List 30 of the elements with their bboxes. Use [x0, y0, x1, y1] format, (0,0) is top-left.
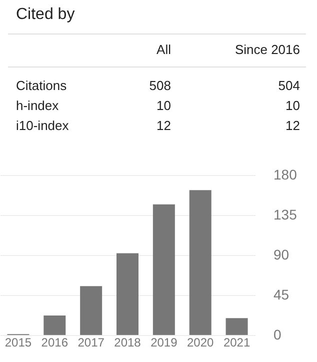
x-tick-label: 2017 — [78, 336, 105, 350]
x-tick-label: 2019 — [150, 336, 178, 350]
bar — [189, 190, 212, 335]
y-tick-label: 180 — [274, 166, 298, 182]
text: h-index — [16, 98, 60, 113]
y-tick-label: 0 — [274, 326, 282, 342]
x-tick-label: 2016 — [41, 336, 68, 350]
text: 508 — [149, 78, 171, 93]
bar — [80, 286, 102, 335]
bar — [44, 315, 66, 335]
text: 10 — [286, 98, 300, 113]
text: 12 — [286, 118, 300, 133]
x-tick-label: 2021 — [223, 336, 250, 350]
text: 12 — [156, 118, 171, 133]
bar — [226, 318, 248, 335]
text: 10 — [156, 98, 171, 113]
text: Citations — [16, 78, 68, 93]
text: Since 2016 — [234, 42, 300, 57]
bar — [116, 253, 138, 335]
x-tick-label: 2018 — [114, 336, 142, 350]
y-tick-label: 45 — [274, 286, 290, 302]
x-tick-label: 2015 — [4, 336, 32, 350]
text: Cited by — [16, 6, 75, 23]
text: i10-index — [16, 118, 70, 133]
y-tick-label: 135 — [274, 206, 298, 222]
x-tick-label: 2020 — [187, 336, 214, 350]
text: 504 — [278, 78, 300, 93]
bar — [152, 204, 175, 335]
text: All — [156, 42, 172, 57]
y-tick-label: 90 — [274, 246, 290, 262]
